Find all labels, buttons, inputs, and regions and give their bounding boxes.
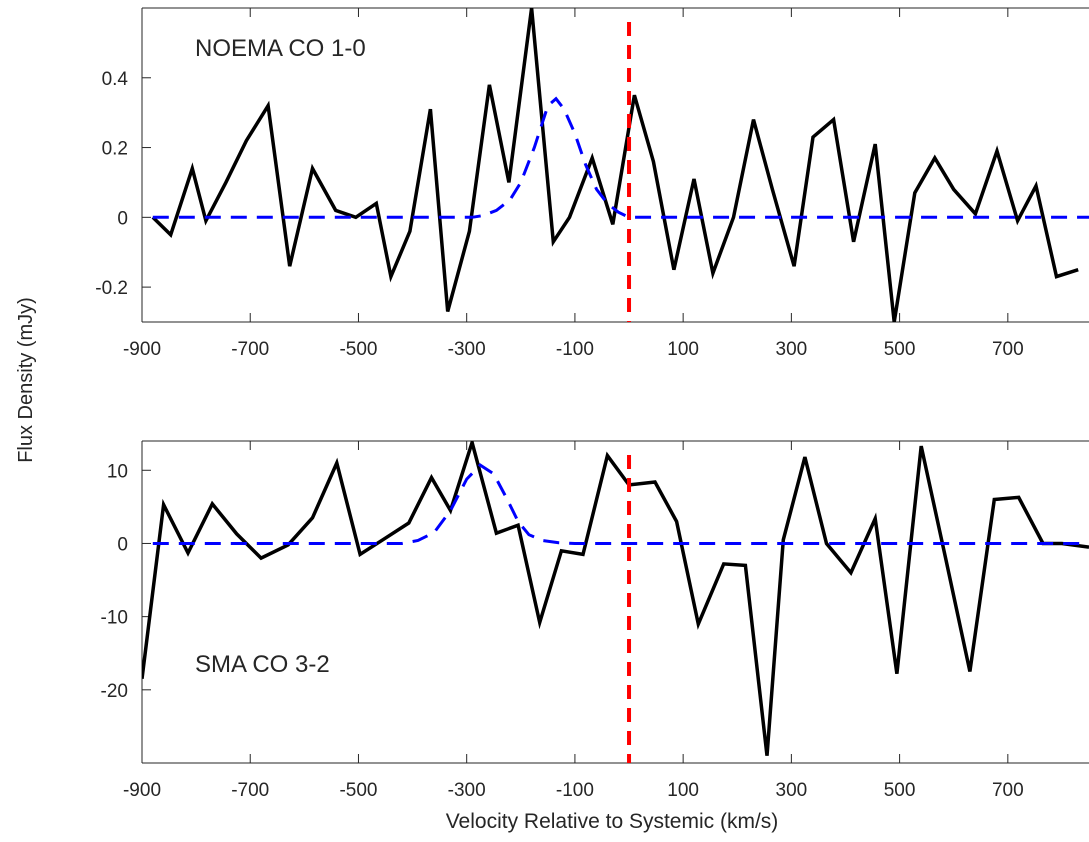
y-tick-label: 0: [117, 534, 128, 555]
x-tick-label: -500: [339, 339, 377, 360]
x-tick-label: 700: [992, 780, 1024, 801]
y-tick-label: 0.4: [102, 69, 129, 90]
y-tick-label: -0.2: [95, 278, 128, 299]
y-tick-label: 10: [107, 461, 128, 482]
spectrum-line: [142, 441, 1089, 756]
y-axis-label: Flux Density (mJy): [15, 297, 37, 463]
panel-noema-co-1-0: -900 -700 -500 -300 -100 100 300 500 700 -0.2 0 0.2…: [95, 7, 1089, 360]
x-tick-label: -300: [448, 780, 486, 801]
x-tick-label: -700: [231, 780, 269, 801]
x-tick-label: 300: [776, 339, 808, 360]
x-tick-label: 700: [992, 339, 1024, 360]
x-tick-label: 500: [884, 780, 916, 801]
gaussian-fit-line: [152, 463, 1089, 545]
panel-label: NOEMA CO 1-0: [195, 35, 366, 62]
panel-sma-co-3-2: -900 -700 -500 -300 -100 100 300 500 700-20-1001…: [101, 440, 1089, 801]
x-tick-label: -900: [123, 339, 161, 360]
x-tick-label: -100: [556, 339, 594, 360]
x-tick-label: -300: [448, 339, 486, 360]
x-axis-label: Velocity Relative to Systemic (km/s): [446, 810, 779, 833]
x-tick-label: -100: [556, 780, 594, 801]
x-tick-label: -700: [231, 339, 269, 360]
panel-label: SMA CO 3-2: [195, 651, 330, 678]
y-tick-label: 0.2: [102, 139, 128, 160]
x-tick-label: -500: [339, 780, 377, 801]
x-tick-label: 100: [667, 339, 699, 360]
y-tick-label: -20: [101, 681, 128, 702]
x-tick-label: 500: [884, 339, 916, 360]
x-tick-label: -900: [123, 780, 161, 801]
x-tick-label: 100: [667, 780, 699, 801]
x-tick-label: 300: [776, 780, 808, 801]
spectrum-line: [151, 8, 1079, 322]
y-tick-label: 0: [117, 208, 128, 229]
y-tick-label: -10: [101, 608, 128, 629]
gaussian-fit-line: [152, 96, 1089, 219]
